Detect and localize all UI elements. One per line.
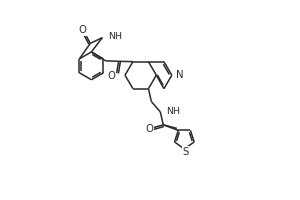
Text: N: N — [176, 70, 184, 80]
Text: NH: NH — [108, 32, 122, 41]
Text: NH: NH — [166, 107, 180, 116]
Text: O: O — [78, 25, 86, 35]
Text: S: S — [182, 147, 188, 157]
Text: O: O — [108, 71, 116, 81]
Text: O: O — [146, 124, 153, 134]
